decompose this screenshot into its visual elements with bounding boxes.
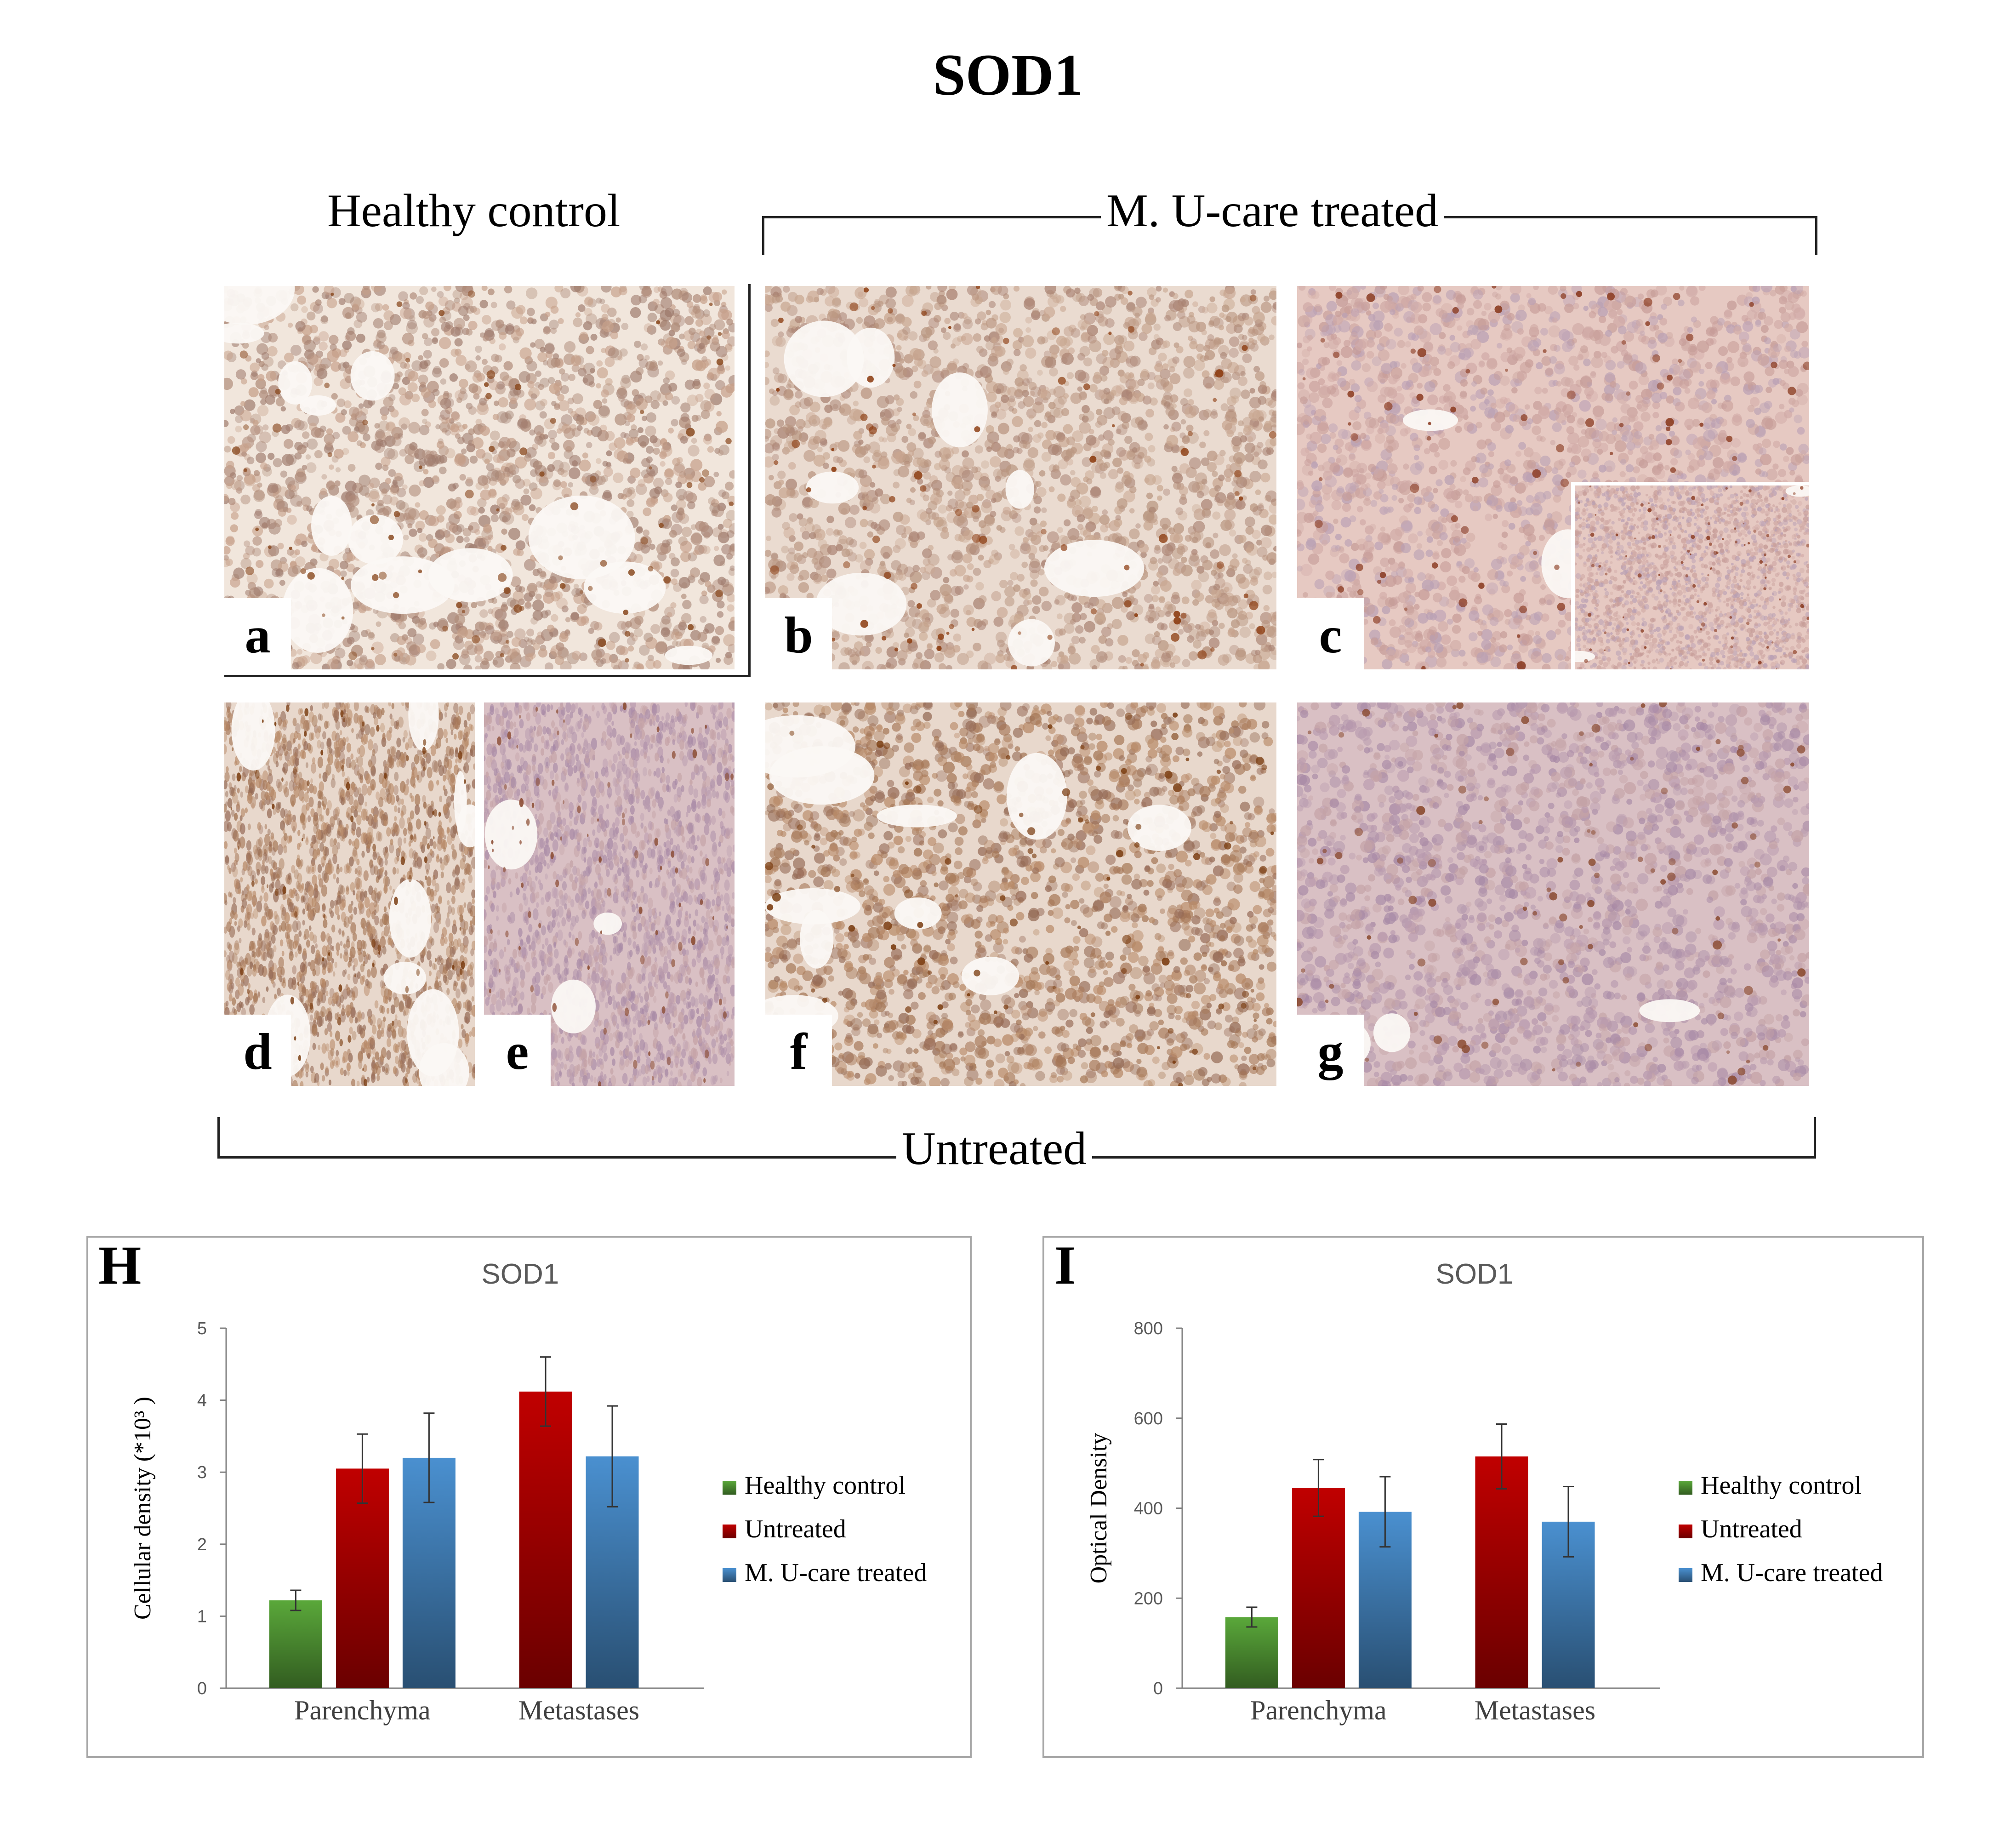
micrograph-a: a	[224, 286, 735, 669]
label-healthy-control: Healthy control	[327, 184, 621, 238]
bar-metastases-untreated	[1475, 1456, 1528, 1688]
y-tick-label: 600	[1134, 1409, 1163, 1428]
bar-parenchyma-untreated	[336, 1468, 389, 1688]
y-tick-label: 4	[197, 1391, 207, 1410]
bracket-healthy-panel	[224, 284, 751, 677]
y-tick-label: 1	[197, 1607, 207, 1626]
chart-i: I SOD1 0 200 400 600 800 Optical Density Parench…	[1042, 1236, 1924, 1758]
micrograph-e: e	[484, 702, 735, 1086]
micrograph-d: d	[224, 702, 475, 1086]
bar-parenchyma-healthy-control	[269, 1600, 322, 1688]
chart-title: SOD1	[1435, 1258, 1513, 1290]
panel-letter-e: e	[484, 1015, 551, 1086]
legend-label: Untreated	[1701, 1515, 1802, 1543]
legend-label: M. U-care treated	[1701, 1559, 1883, 1587]
panel-letter-c: c	[1297, 598, 1364, 669]
y-tick-label: 0	[197, 1679, 207, 1698]
chart-panel-letter: I	[1054, 1238, 1076, 1296]
legend-label: Untreated	[745, 1515, 846, 1543]
y-tick-label: 0	[1153, 1679, 1163, 1698]
y-tick-label: 5	[197, 1319, 207, 1338]
micrograph-c: c	[1297, 286, 1809, 669]
legend-label: Healthy control	[1701, 1471, 1862, 1500]
category-label: Parenchyma	[294, 1695, 431, 1725]
panel-letter-a: a	[224, 598, 291, 669]
figure-title: SOD1	[933, 42, 1083, 108]
legend-swatch	[723, 1568, 736, 1582]
y-tick-label: 200	[1134, 1589, 1163, 1608]
chart-panel-letter: H	[98, 1238, 141, 1296]
micrograph-g: g	[1297, 702, 1809, 1086]
legend-swatch	[723, 1525, 736, 1538]
category-label: Parenchyma	[1250, 1695, 1387, 1725]
category-label: Metastases	[1475, 1695, 1595, 1725]
y-tick-label: 400	[1134, 1499, 1163, 1519]
chart-h: H SOD1 0 1 2 3 4 5 Cellular density (*10³ ) Paren…	[86, 1236, 972, 1758]
legend-swatch	[1679, 1525, 1692, 1538]
y-tick-label: 2	[197, 1535, 207, 1554]
legend-label: M. U-care treated	[745, 1559, 927, 1587]
panel-letter-f: f	[765, 1015, 832, 1086]
chart-title: SOD1	[481, 1258, 559, 1290]
panel-letter-b: b	[765, 598, 832, 669]
micrograph-b: b	[765, 286, 1276, 669]
bar-parenchyma-healthy-control	[1225, 1617, 1278, 1688]
micrograph-c-inset	[1571, 482, 1809, 669]
legend-swatch	[1679, 1481, 1692, 1495]
y-tick-label: 800	[1134, 1319, 1163, 1338]
micrograph-f: f	[765, 702, 1276, 1086]
label-untreated: Untreated	[896, 1122, 1093, 1176]
category-label: Metastases	[518, 1695, 639, 1725]
legend-swatch	[723, 1481, 736, 1495]
legend-label: Healthy control	[745, 1471, 905, 1500]
label-treated: M. U-care treated	[1101, 184, 1444, 238]
panel-letter-g: g	[1297, 1015, 1364, 1086]
panel-letter-d: d	[224, 1015, 291, 1086]
bar-metastases-untreated	[519, 1391, 572, 1688]
y-tick-label: 3	[197, 1463, 207, 1482]
y-axis-label: Optical Density	[1086, 1433, 1112, 1584]
legend-swatch	[1679, 1568, 1692, 1582]
y-axis-label: Cellular density (*10³ )	[130, 1397, 156, 1620]
bar-parenchyma-untreated	[1292, 1488, 1345, 1688]
